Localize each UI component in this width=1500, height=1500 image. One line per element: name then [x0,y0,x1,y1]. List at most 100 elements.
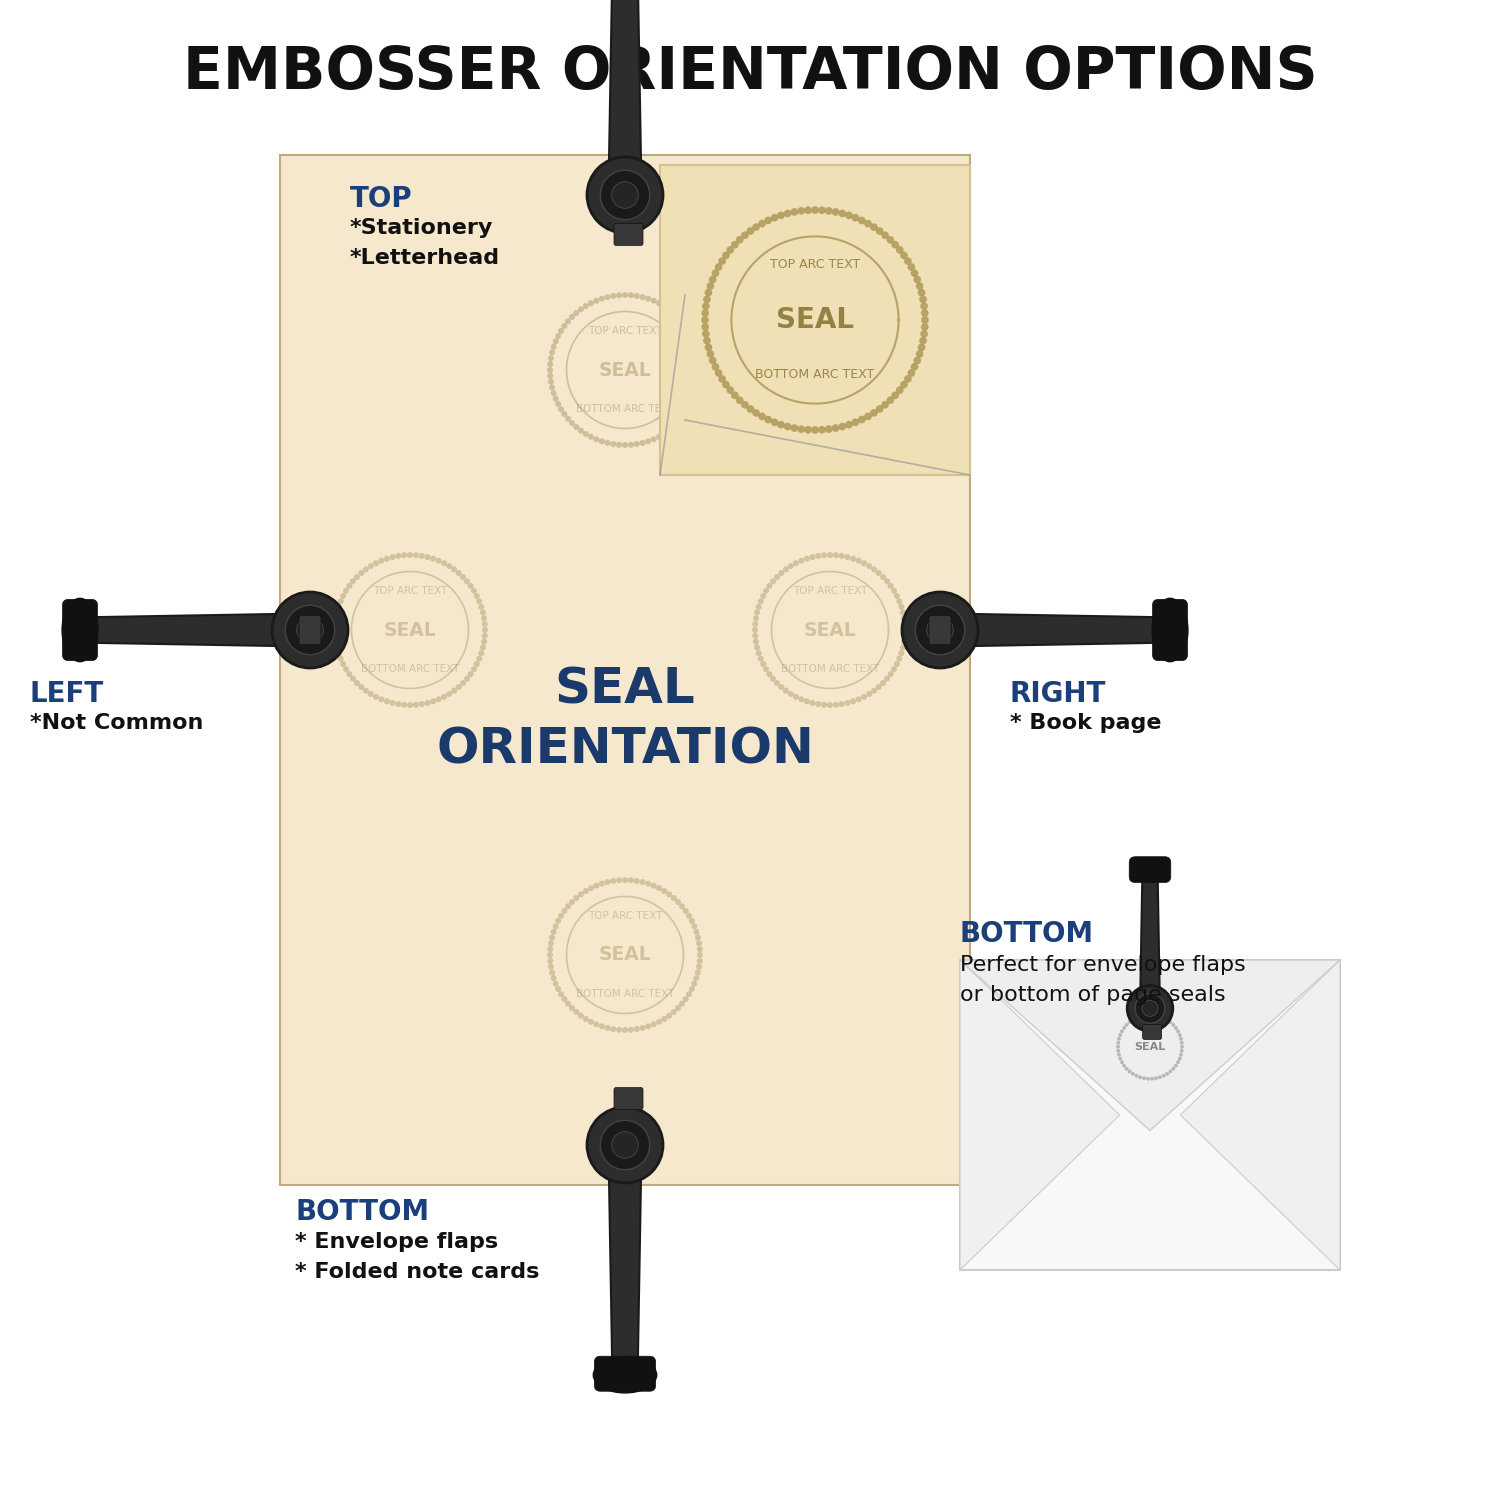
Circle shape [1154,1077,1158,1080]
Circle shape [904,375,912,382]
Text: RIGHT: RIGHT [1010,680,1107,708]
Circle shape [1131,1072,1136,1076]
Circle shape [705,290,712,297]
Circle shape [777,211,784,219]
Circle shape [1128,1020,1131,1025]
Circle shape [549,934,555,940]
Circle shape [334,609,340,615]
Circle shape [756,604,762,610]
Circle shape [897,656,903,662]
Circle shape [548,940,554,946]
Circle shape [639,1024,645,1030]
Circle shape [400,702,406,708]
Circle shape [548,963,554,969]
Circle shape [666,891,672,897]
Circle shape [839,210,846,218]
Circle shape [896,246,903,254]
Circle shape [855,696,861,702]
Circle shape [616,878,622,884]
Circle shape [825,426,833,433]
Circle shape [1161,1016,1166,1020]
Circle shape [686,992,692,998]
Circle shape [920,338,927,345]
Circle shape [600,171,650,219]
Circle shape [752,627,758,633]
Text: TOP ARC TEXT: TOP ARC TEXT [374,586,447,596]
Circle shape [1174,1026,1178,1030]
Circle shape [558,992,564,998]
Circle shape [702,330,709,338]
Circle shape [839,554,844,560]
FancyBboxPatch shape [63,600,98,660]
Circle shape [1158,1076,1162,1078]
Circle shape [1126,986,1173,1030]
Circle shape [784,423,792,430]
Circle shape [914,357,921,364]
Circle shape [1118,1053,1120,1056]
Circle shape [726,387,734,394]
Circle shape [656,300,662,306]
Circle shape [578,427,584,433]
FancyBboxPatch shape [928,615,951,645]
Circle shape [645,438,651,444]
Circle shape [548,356,554,362]
Text: TOP ARC TEXT: TOP ARC TEXT [770,258,859,272]
Circle shape [555,400,561,406]
Circle shape [914,276,921,284]
Circle shape [688,333,694,339]
Circle shape [419,554,424,560]
Circle shape [812,206,819,214]
Circle shape [844,422,853,429]
Circle shape [833,209,840,216]
Circle shape [871,687,877,693]
Circle shape [876,226,884,236]
Circle shape [754,645,760,651]
Circle shape [573,1010,579,1016]
Circle shape [702,322,709,332]
Circle shape [1128,1070,1131,1074]
Circle shape [686,914,692,920]
Circle shape [406,702,412,708]
Circle shape [552,339,558,345]
FancyBboxPatch shape [594,1356,656,1390]
Circle shape [555,333,561,339]
Circle shape [818,207,827,214]
Circle shape [688,918,694,924]
Circle shape [478,604,484,610]
Circle shape [548,952,554,958]
Circle shape [756,650,762,656]
Circle shape [864,413,871,420]
Circle shape [833,702,839,708]
Circle shape [752,621,758,627]
Circle shape [374,694,380,700]
Circle shape [1120,1060,1124,1064]
Circle shape [1142,1000,1158,1017]
Circle shape [704,296,711,303]
Circle shape [474,592,480,598]
FancyBboxPatch shape [614,224,644,246]
Circle shape [460,574,466,580]
Circle shape [568,420,574,426]
Circle shape [297,616,324,644]
Circle shape [891,242,898,249]
Circle shape [478,650,484,656]
Circle shape [549,384,555,390]
Circle shape [908,262,915,272]
Circle shape [858,416,865,423]
Circle shape [915,606,964,654]
Circle shape [777,422,784,429]
Circle shape [788,562,794,568]
Circle shape [790,424,798,432]
Circle shape [550,344,556,350]
Circle shape [368,562,374,568]
Circle shape [896,387,903,394]
Circle shape [549,969,555,975]
Text: TOP ARC TEXT: TOP ARC TEXT [588,910,662,921]
Circle shape [604,879,610,885]
Circle shape [588,433,594,439]
Circle shape [812,426,819,433]
Circle shape [1154,1014,1158,1017]
Circle shape [363,687,369,693]
Circle shape [692,981,698,987]
Bar [960,960,1340,1270]
